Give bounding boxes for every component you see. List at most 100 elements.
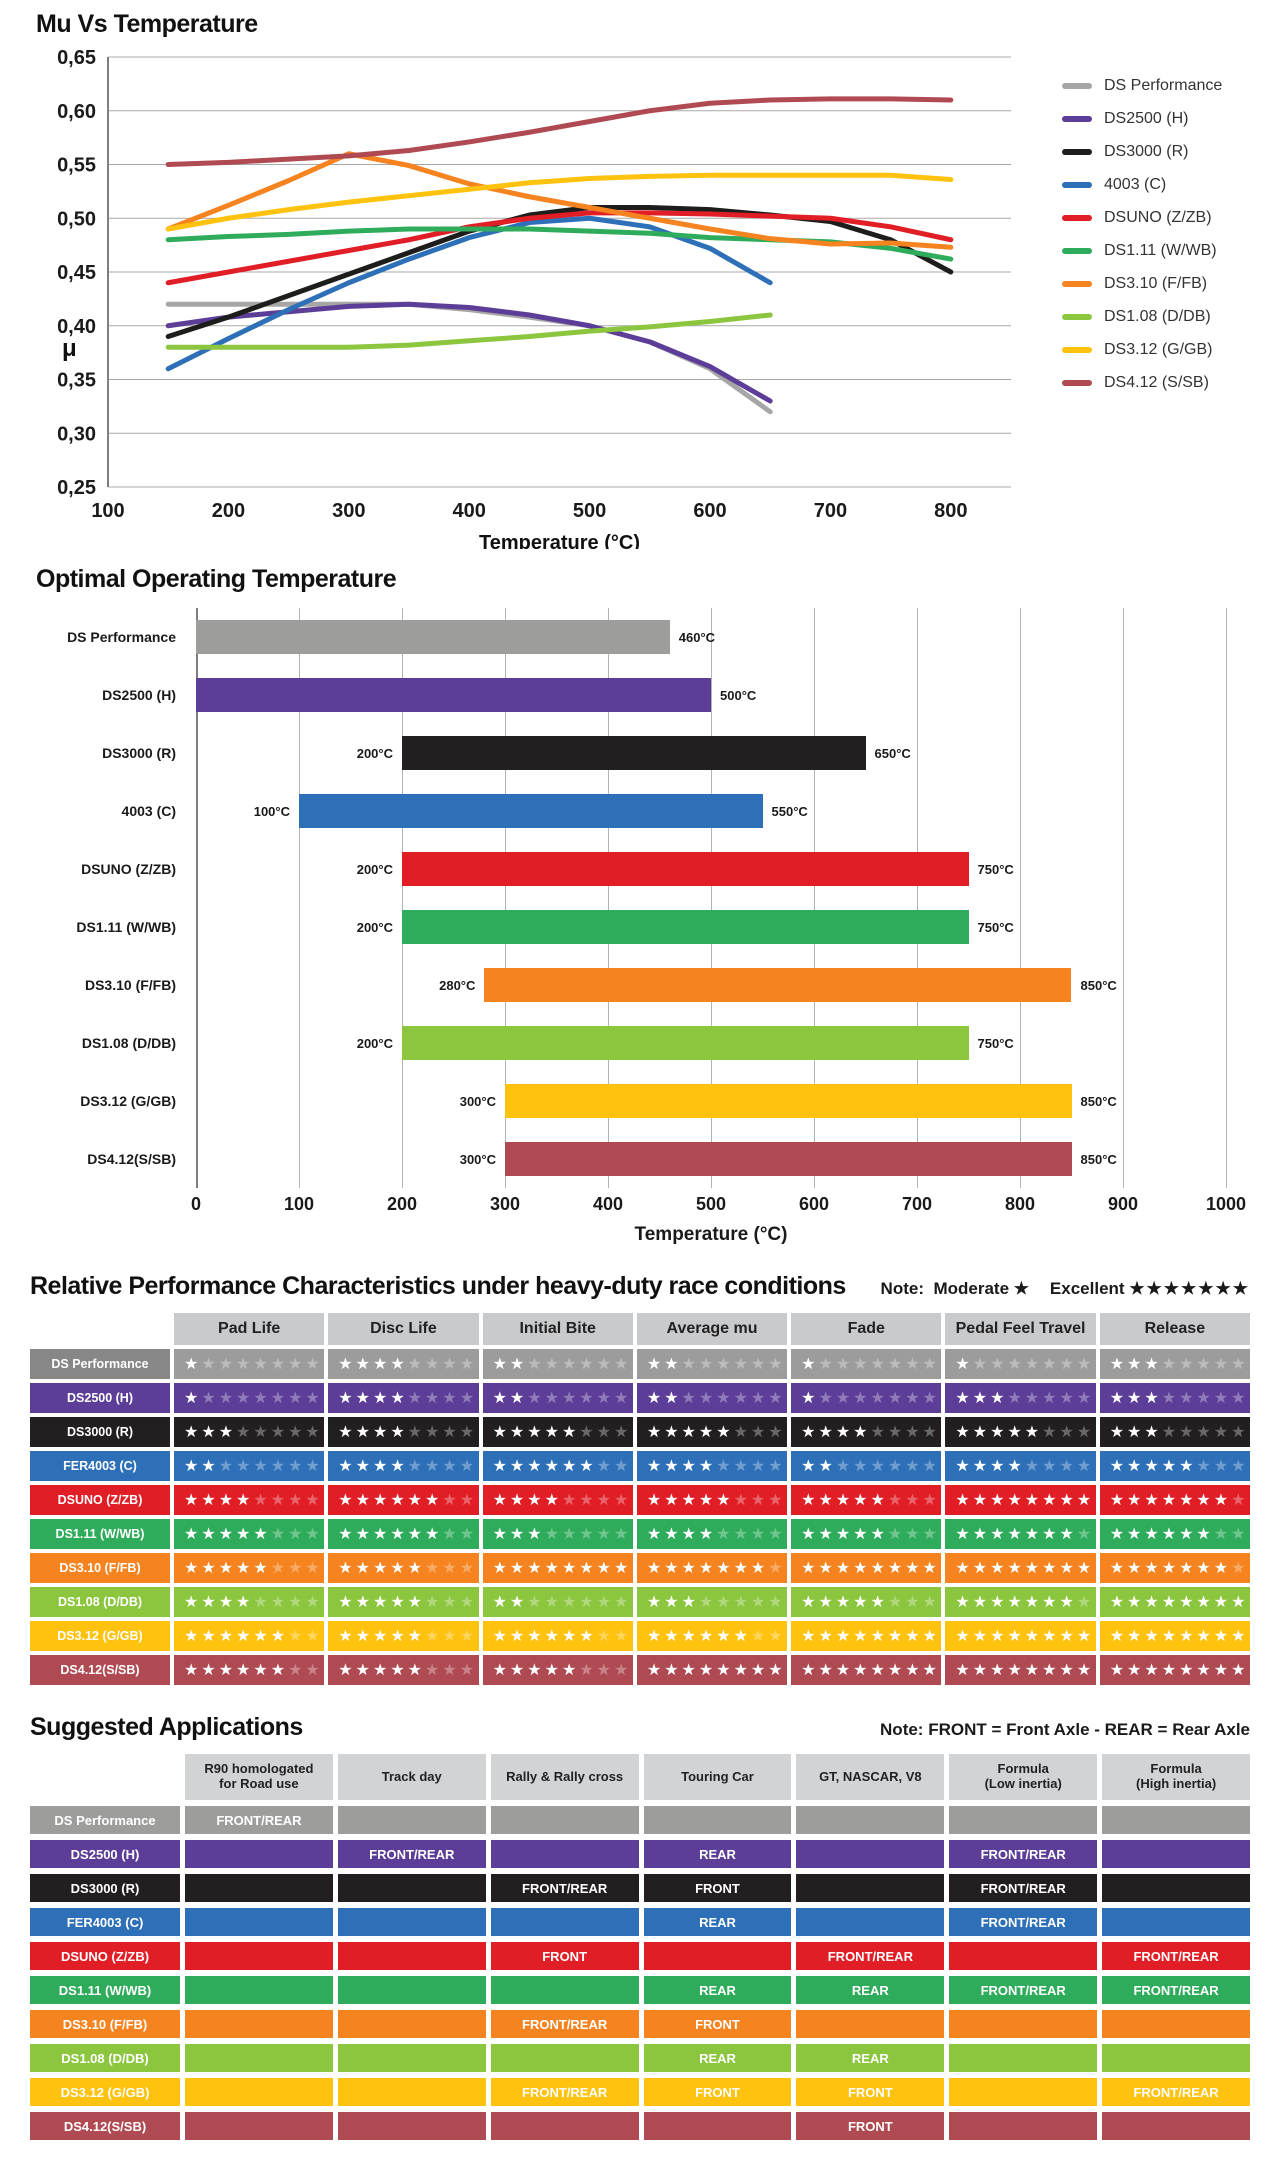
star-icon: ★: [459, 1594, 478, 1611]
star-icon: ★: [1161, 1458, 1180, 1475]
bar-end-value: 650°C: [874, 746, 911, 761]
oot-chart: DS Performance 460°C DS2500 (H) 500°C DS3000…: [36, 608, 1246, 1246]
star-icon: ★: [544, 1424, 562, 1441]
star-icon: ★: [442, 1662, 460, 1679]
star-icon: ★: [768, 1662, 786, 1679]
star-icon: ★: [835, 1458, 854, 1475]
line-series-DS3000 (R): [165, 205, 954, 339]
star-icon: ★: [801, 1492, 819, 1509]
application-cell: [1102, 2112, 1250, 2140]
star-icon: ★: [338, 1526, 356, 1543]
star-icon: ★: [1007, 1356, 1025, 1373]
legend-label: DSUNO (Z/ZB): [1104, 208, 1212, 226]
rating-cell: ★ ★ ★ ★ ★ ★ ★ ★: [174, 1587, 325, 1617]
bar-category-label: DS1.08 (D/DB): [81, 1035, 176, 1051]
rating-cell: ★ ★ ★ ★ ★ ★ ★ ★: [1099, 1383, 1250, 1413]
application-cell: [1102, 1908, 1250, 1936]
star-icon: ★: [270, 1628, 289, 1645]
application-cell: [337, 1908, 486, 1936]
star-icon: ★: [905, 1628, 923, 1645]
star-icon: ★: [1196, 1424, 1214, 1441]
bar-DS2500 (H): [196, 678, 711, 712]
star-icon: ★: [372, 1526, 391, 1543]
star-icon: ★: [698, 1424, 717, 1441]
star-icon: ★: [372, 1390, 391, 1407]
star-icon: ★: [972, 1560, 991, 1577]
x-tick-label: 100: [283, 1194, 315, 1214]
star-icon: ★: [1161, 1492, 1180, 1509]
star-icon: ★: [955, 1628, 973, 1645]
star-icon: ★: [1161, 1424, 1180, 1441]
application-cell: FRONT/REAR: [949, 1840, 1098, 1868]
applications-row-label: DS1.11 (W/WB): [30, 1976, 180, 2004]
star-icon: ★: [733, 1526, 751, 1543]
star-icon: ★: [716, 1492, 734, 1509]
star-icon: ★: [218, 1526, 237, 1543]
rating-cell: ★ ★ ★ ★ ★ ★ ★ ★: [174, 1383, 325, 1413]
star-icon: ★: [818, 1492, 836, 1509]
star-icon: ★: [1076, 1662, 1095, 1679]
star-icon: ★: [425, 1356, 443, 1373]
star-icon: ★: [1231, 1390, 1249, 1407]
legend-item: 4003 (C): [1062, 168, 1222, 201]
star-icon: ★: [1059, 1356, 1077, 1373]
star-icon: ★: [681, 1492, 699, 1509]
star-icon: ★: [870, 1356, 888, 1373]
star-icon: ★: [253, 1628, 271, 1645]
suggested-applications-header: Suggested Applications Note: FRONT = Fro…: [30, 1713, 1250, 1742]
star-icon: ★: [716, 1424, 734, 1441]
star-icon: ★: [801, 1662, 819, 1679]
star-icon: ★: [698, 1492, 717, 1509]
star-icon: ★: [442, 1424, 460, 1441]
star-icon: ★: [1024, 1424, 1043, 1441]
y-tick-label: 0,30: [57, 423, 96, 445]
star-icon: ★: [544, 1594, 562, 1611]
bar-end-value: 500°C: [720, 688, 757, 703]
star-icon: ★: [613, 1560, 632, 1577]
star-icon: ★: [544, 1662, 562, 1679]
rating-cell: ★ ★ ★ ★ ★ ★ ★ ★: [1099, 1485, 1250, 1515]
star-icon: ★: [887, 1492, 906, 1509]
star-icon: ★: [253, 1662, 271, 1679]
star-icon: ★: [1007, 1458, 1025, 1475]
star-icon: ★: [835, 1424, 854, 1441]
star-icon: ★: [425, 1594, 443, 1611]
star-icon: ★: [955, 1356, 973, 1373]
star-icon: ★: [338, 1390, 356, 1407]
legend-label: 4003 (C): [1104, 175, 1167, 193]
star-icon: ★: [1179, 1560, 1197, 1577]
star-icon: ★: [905, 1458, 923, 1475]
star-icon: ★: [922, 1560, 940, 1577]
legend-item: DSUNO (Z/ZB): [1062, 201, 1222, 234]
application-cell: REAR: [643, 1976, 792, 2004]
star-icon: ★: [492, 1492, 510, 1509]
star-icon: ★: [338, 1458, 356, 1475]
ratings-title: Relative Performance Characteristics und…: [30, 1272, 846, 1300]
bar-end-value: 750°C: [977, 920, 1014, 935]
star-icon: ★: [1144, 1526, 1162, 1543]
star-icon: ★: [1024, 1662, 1043, 1679]
star-icon: ★: [1179, 1526, 1197, 1543]
star-icon: ★: [1196, 1390, 1214, 1407]
rating-cell: ★ ★ ★ ★ ★ ★ ★ ★: [1099, 1553, 1250, 1583]
rating-cell: ★ ★ ★ ★ ★ ★ ★ ★: [174, 1451, 325, 1481]
star-icon: ★: [905, 1560, 923, 1577]
star-icon: ★: [990, 1662, 1008, 1679]
star-icon: ★: [870, 1424, 888, 1441]
star-icon: ★: [184, 1662, 202, 1679]
star-icon: ★: [1161, 1628, 1180, 1645]
legend-swatch: [1062, 214, 1092, 221]
star-icon: ★: [1076, 1492, 1095, 1509]
application-cell: REAR: [643, 2044, 792, 2072]
rating-cell: ★ ★ ★ ★ ★ ★ ★ ★: [482, 1417, 633, 1447]
rating-cell: ★ ★ ★ ★ ★ ★ ★ ★: [174, 1485, 325, 1515]
star-icon: ★: [1109, 1662, 1128, 1679]
star-icon: ★: [905, 1594, 923, 1611]
application-cell: [337, 1874, 486, 1902]
star-icon: ★: [561, 1458, 580, 1475]
star-icon: ★: [270, 1356, 289, 1373]
bar-end-value: 550°C: [771, 804, 808, 819]
star-icon: ★: [664, 1424, 682, 1441]
excellent-stars-icon: ★★★★★★★: [1129, 1279, 1250, 1298]
star-icon: ★: [218, 1560, 237, 1577]
